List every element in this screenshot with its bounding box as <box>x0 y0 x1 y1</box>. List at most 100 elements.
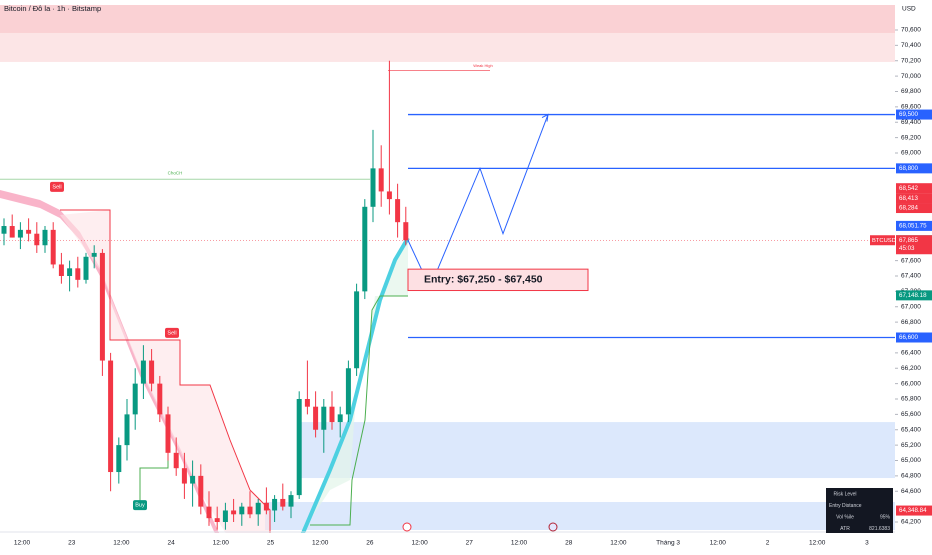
projection-path <box>407 114 549 289</box>
time-axis <box>0 533 895 550</box>
price-tag-label: 66,600 <box>899 334 918 341</box>
price-tag <box>896 332 932 343</box>
y-tick-label: 70,000 <box>901 73 921 80</box>
entry-label: Entry: $67,250 - $67,450 <box>424 274 543 286</box>
y-tick-label: 67,400 <box>901 273 921 280</box>
y-tick-label: 69,200 <box>901 134 921 141</box>
event-flag <box>548 522 558 532</box>
candle-body <box>280 498 286 507</box>
zone <box>300 422 895 479</box>
price-tag-label: 68,542 <box>899 185 918 192</box>
y-tick-label: 66,800 <box>901 319 921 326</box>
price-tag-label: 68,284 <box>899 205 918 212</box>
candle-body <box>26 229 32 234</box>
candle-body <box>337 414 343 423</box>
y-tick-label: 66,000 <box>901 380 921 387</box>
candle-body <box>50 229 56 265</box>
projection-arrow <box>541 113 549 122</box>
x-tick-label: 12:00 <box>14 540 31 547</box>
x-tick-label: 28 <box>565 540 573 547</box>
candle-body <box>272 498 278 511</box>
y-tick-label: 65,600 <box>901 411 921 418</box>
x-tick-label: 25 <box>267 540 275 547</box>
candle-body <box>190 475 196 484</box>
table-cell: Risk Level <box>833 491 856 497</box>
price-tag-label: 68,413 <box>899 195 918 202</box>
candle-body <box>99 252 105 361</box>
y-tick-label: 67,600 <box>901 257 921 264</box>
y-tick-label: 69,800 <box>901 88 921 95</box>
zone <box>0 4 895 33</box>
candle-body <box>288 495 294 507</box>
signal-label: Sell <box>167 330 176 336</box>
trend-fill <box>300 238 408 540</box>
candle-body <box>239 506 245 515</box>
candle-body <box>395 199 401 223</box>
candle-body <box>34 233 40 246</box>
candle-body <box>255 502 261 515</box>
price-tag <box>896 183 932 194</box>
trailing-stop <box>139 440 169 505</box>
y-tick-label: 65,000 <box>901 457 921 464</box>
candle-body <box>17 229 23 238</box>
signal-label: Sell <box>52 184 61 190</box>
candle-body <box>9 226 15 238</box>
y-tick-label: 64,800 <box>901 473 921 480</box>
candle-body <box>91 252 97 257</box>
candle-body <box>362 206 368 292</box>
table-cell: 95% <box>880 514 891 520</box>
x-tick-label: 3 <box>865 540 869 547</box>
candle-body <box>42 229 48 246</box>
x-tick-label: 12:00 <box>213 540 230 547</box>
ma-ribbon <box>298 236 410 541</box>
y-tick-label: 70,600 <box>901 27 921 34</box>
candle-body <box>140 360 146 384</box>
trend-fill <box>60 210 270 540</box>
y-tick-label: 64,200 <box>901 519 921 526</box>
x-tick-label: 12:00 <box>113 540 130 547</box>
candle-body <box>108 360 114 473</box>
candle-body <box>222 510 228 523</box>
price-tag-label: 64,348.84 <box>899 507 927 514</box>
price-tag-label: 68,051.75 <box>899 223 927 230</box>
candle-body <box>296 398 302 496</box>
candle-body <box>214 518 220 523</box>
candle-body <box>181 468 187 484</box>
event-icon <box>402 522 412 532</box>
candle-body <box>263 502 269 511</box>
symbol-tag <box>870 235 895 246</box>
candle-body <box>149 360 155 384</box>
currency: USD <box>902 6 916 13</box>
y-tick-label: 64,600 <box>901 488 921 495</box>
candle-body <box>83 256 89 280</box>
trailing-stop <box>60 209 271 540</box>
last-price-tag <box>896 235 932 255</box>
price-tag-label: 69,500 <box>899 111 918 118</box>
candle-body <box>198 475 204 507</box>
signal-badge <box>133 500 147 511</box>
candle-body <box>403 222 409 241</box>
candle-body <box>329 406 335 423</box>
price-tag <box>896 163 932 174</box>
x-tick-label: 12:00 <box>610 540 627 547</box>
y-tick-label: 65,800 <box>901 396 921 403</box>
price-tag-label: 68,800 <box>899 165 918 172</box>
signal-badge <box>50 181 64 192</box>
price-tag <box>896 220 932 231</box>
candle-body <box>132 383 138 415</box>
table-cell: Vol %ile <box>836 514 854 520</box>
candle-body <box>386 191 392 200</box>
table-cell: Entry Distance <box>829 503 862 509</box>
x-tick-label: 2 <box>766 540 770 547</box>
candle-body <box>58 264 64 276</box>
x-tick-label: 12:00 <box>809 540 826 547</box>
zone <box>0 32 895 62</box>
candle-body <box>173 452 179 469</box>
last-price-label: 67,865 <box>899 237 918 244</box>
info-table <box>826 488 893 533</box>
choch-label: ChoCH <box>168 170 183 175</box>
candle-body <box>1 226 7 234</box>
y-tick-label: 69,600 <box>901 104 921 111</box>
candle-body <box>354 291 360 369</box>
